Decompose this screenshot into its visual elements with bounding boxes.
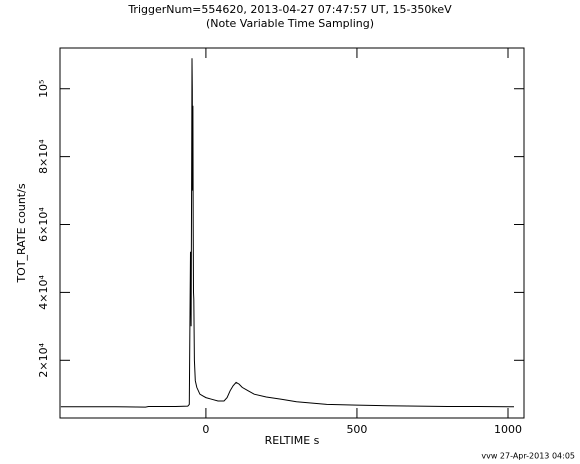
y-tick-label: 8×10⁴ — [37, 139, 50, 174]
y-tick-label: 2×10⁴ — [37, 342, 50, 377]
plot-frame — [59, 47, 525, 419]
footer: vvw 27-Apr-2013 04:05 — [481, 452, 575, 461]
data-line — [60, 58, 514, 408]
chart-title: TriggerNum=554620, 2013-04-27 07:47:57 U… — [127, 3, 452, 16]
y-axis-label: TOT_RATE count/s — [15, 183, 28, 283]
y-tick-label: 6×10⁴ — [37, 207, 50, 242]
x-tick-label: 500 — [346, 423, 367, 436]
x-tick-label: 1000 — [494, 423, 522, 436]
y-tick-label: 10⁵ — [37, 80, 50, 98]
x-tick-label: 0 — [202, 423, 209, 436]
x-axis-label: RELTIME s — [265, 434, 320, 447]
chart-subtitle: (Note Variable Time Sampling) — [206, 17, 374, 30]
y-tick-label: 4×10⁴ — [37, 275, 50, 310]
